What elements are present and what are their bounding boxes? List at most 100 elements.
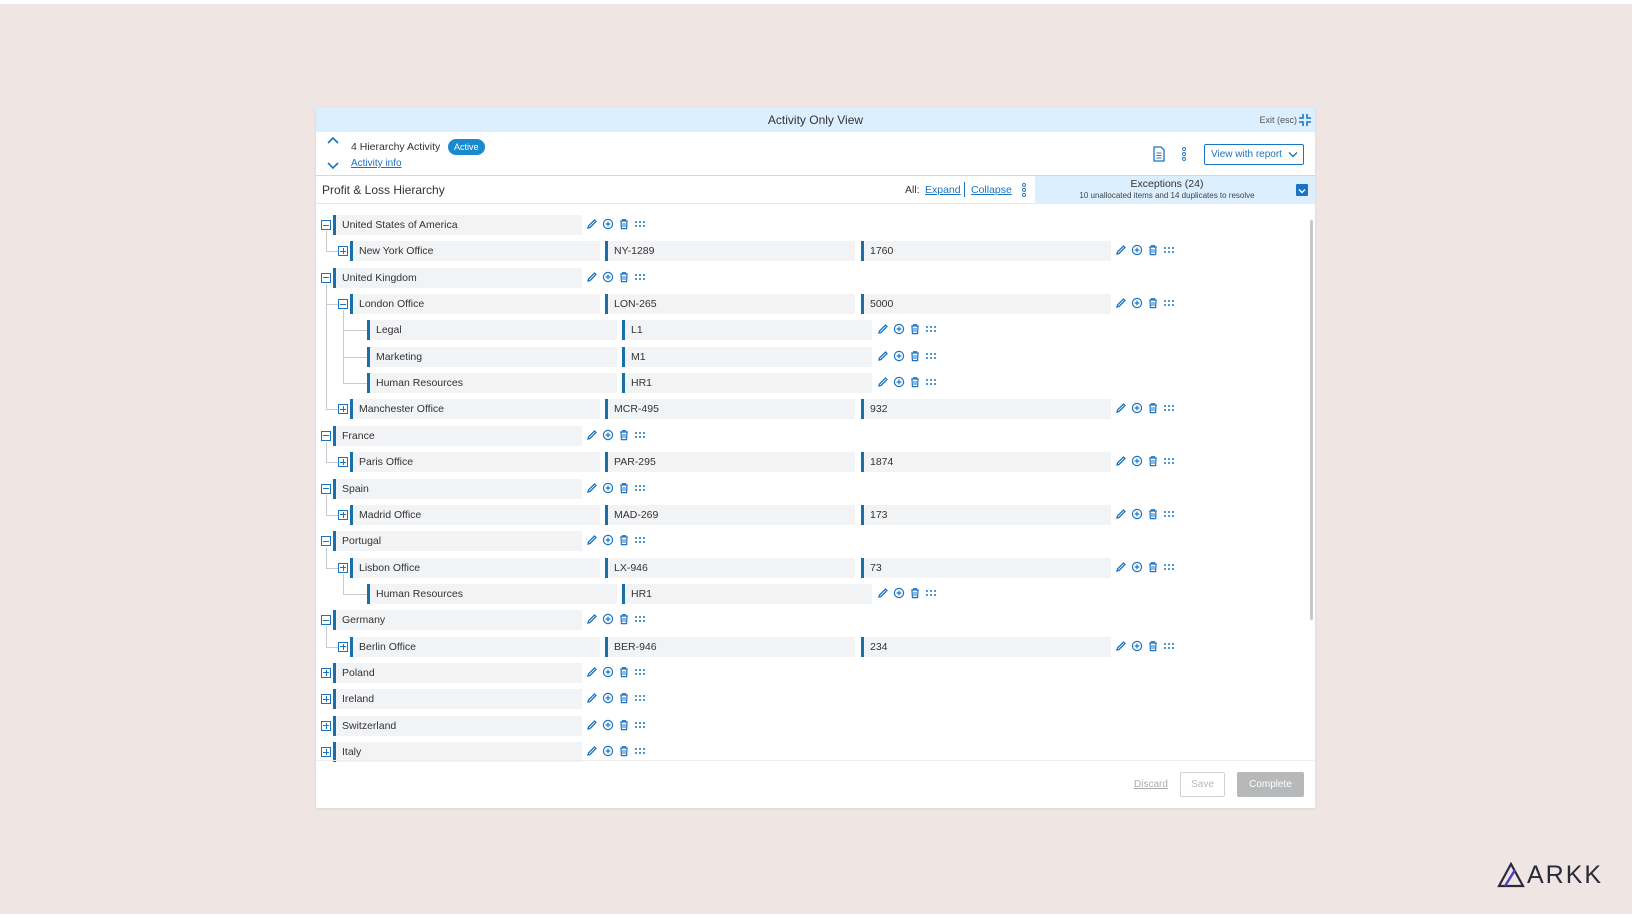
delete-icon[interactable] [618,613,630,625]
edit-icon[interactable] [586,666,598,678]
node-name-cell[interactable]: Italy [333,742,582,762]
expand-all-link[interactable]: Expand [925,184,961,196]
add-icon[interactable] [602,719,614,731]
node-code-cell[interactable]: PAR-295 [605,452,855,473]
expand-node-icon[interactable] [321,747,331,757]
drag-handle-icon[interactable] [634,429,646,441]
add-icon[interactable] [602,271,614,283]
exit-fullscreen-icon[interactable] [1299,114,1311,126]
add-icon[interactable] [1131,244,1143,256]
node-code-cell[interactable]: BER-946 [605,636,855,657]
delete-icon[interactable] [1147,297,1159,309]
edit-icon[interactable] [586,613,598,625]
edit-icon[interactable] [877,323,889,335]
add-icon[interactable] [1131,640,1143,652]
node-name-cell[interactable]: Human Resources [367,583,617,604]
node-name-cell[interactable]: Madrid Office [350,504,600,525]
edit-icon[interactable] [1115,508,1127,520]
drag-handle-icon[interactable] [1163,297,1175,309]
collapse-node-icon[interactable] [321,483,331,494]
drag-handle-icon[interactable] [925,323,937,335]
edit-icon[interactable] [586,692,598,704]
node-name-cell[interactable]: Ireland [333,689,582,710]
edit-icon[interactable] [1115,455,1127,467]
delete-icon[interactable] [618,429,630,441]
node-name-cell[interactable]: Berlin Office [350,636,600,657]
add-icon[interactable] [602,429,614,441]
drag-handle-icon[interactable] [1163,640,1175,652]
delete-icon[interactable] [618,745,630,757]
collapse-all-link[interactable]: Collapse [971,184,1012,196]
node-name-cell[interactable]: New York Office [350,241,600,262]
add-icon[interactable] [602,534,614,546]
drag-handle-icon[interactable] [634,719,646,731]
node-value-cell[interactable]: 5000 [861,294,1111,315]
document-icon[interactable] [1152,146,1166,162]
expand-node-icon[interactable] [338,562,348,573]
edit-icon[interactable] [586,719,598,731]
delete-icon[interactable] [1147,508,1159,520]
node-name-cell[interactable]: Portugal [333,531,582,552]
edit-icon[interactable] [586,534,598,546]
node-code-cell[interactable]: NY-1289 [605,241,855,262]
node-name-cell[interactable]: Paris Office [350,452,600,473]
add-icon[interactable] [1131,402,1143,414]
exceptions-toggle[interactable] [1296,184,1308,196]
drag-handle-icon[interactable] [634,745,646,757]
node-name-cell[interactable]: London Office [350,294,600,315]
expand-node-icon[interactable] [338,457,348,468]
node-name-cell[interactable]: Poland [333,662,582,683]
drag-handle-icon[interactable] [1163,508,1175,520]
add-icon[interactable] [602,482,614,494]
collapse-node-icon[interactable] [321,615,331,626]
node-name-cell[interactable]: Spain [333,478,582,499]
drag-handle-icon[interactable] [1163,455,1175,467]
delete-icon[interactable] [618,271,630,283]
drag-handle-icon[interactable] [634,613,646,625]
exit-button-label[interactable]: Exit (esc) [1259,115,1297,125]
activity-info-link[interactable]: Activity info [351,158,402,169]
complete-button[interactable]: Complete [1237,772,1304,797]
delete-icon[interactable] [909,587,921,599]
delete-icon[interactable] [1147,455,1159,467]
node-value-cell[interactable]: 73 [861,557,1111,578]
view-with-report-dropdown[interactable]: View with report [1204,144,1304,165]
expand-node-icon[interactable] [338,509,348,520]
delete-icon[interactable] [1147,640,1159,652]
collapse-node-icon[interactable] [338,299,348,310]
edit-icon[interactable] [1115,297,1127,309]
expand-node-icon[interactable] [338,404,348,415]
expand-node-icon[interactable] [321,667,331,678]
node-name-cell[interactable]: United Kingdom [333,267,582,288]
edit-icon[interactable] [1115,640,1127,652]
delete-icon[interactable] [909,376,921,388]
add-icon[interactable] [1131,455,1143,467]
drag-handle-icon[interactable] [1163,244,1175,256]
delete-icon[interactable] [618,719,630,731]
node-name-cell[interactable]: Marketing [367,346,617,367]
delete-icon[interactable] [909,323,921,335]
add-icon[interactable] [602,745,614,757]
add-icon[interactable] [602,613,614,625]
delete-icon[interactable] [909,350,921,362]
add-icon[interactable] [1131,297,1143,309]
delete-icon[interactable] [618,482,630,494]
add-icon[interactable] [893,323,905,335]
more-options-icon[interactable] [1022,183,1026,197]
drag-handle-icon[interactable] [1163,561,1175,573]
node-name-cell[interactable]: Lisbon Office [350,557,600,578]
drag-handle-icon[interactable] [1163,402,1175,414]
delete-icon[interactable] [618,692,630,704]
node-value-cell[interactable]: 932 [861,399,1111,420]
node-value-cell[interactable]: 1874 [861,452,1111,473]
node-code-cell[interactable]: M1 [622,346,872,367]
drag-handle-icon[interactable] [925,350,937,362]
node-code-cell[interactable]: LON-265 [605,294,855,315]
add-icon[interactable] [1131,508,1143,520]
edit-icon[interactable] [1115,561,1127,573]
node-value-cell[interactable]: 234 [861,636,1111,657]
collapse-node-icon[interactable] [321,220,331,230]
drag-handle-icon[interactable] [634,271,646,283]
node-value-cell[interactable]: 173 [861,504,1111,525]
node-code-cell[interactable]: MCR-495 [605,399,855,420]
